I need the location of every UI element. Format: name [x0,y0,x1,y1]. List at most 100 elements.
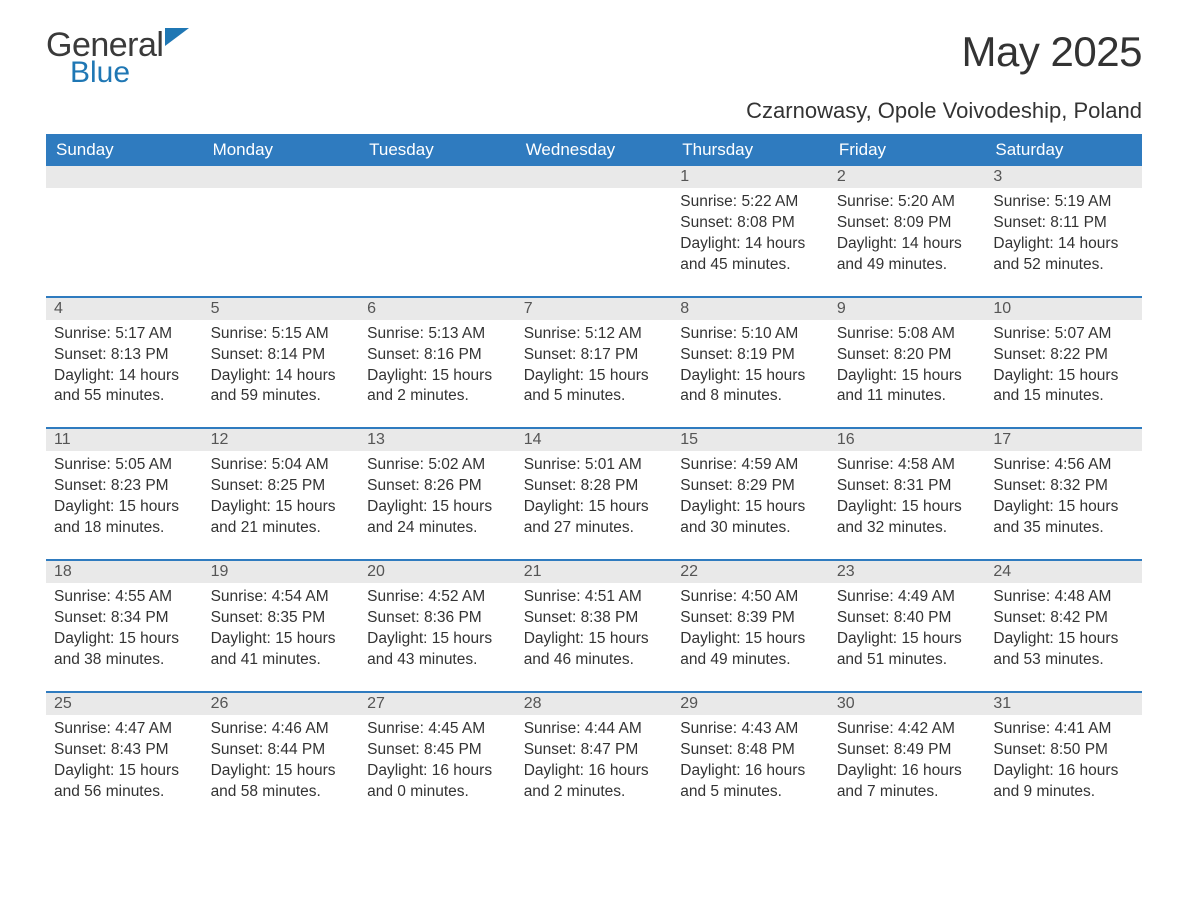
daylight-label: Daylight: [524,367,584,384]
sunset-value: 8:50 PM [1050,741,1108,758]
day-body: Sunrise: 5:10 AMSunset: 8:19 PMDaylight:… [672,320,829,428]
calendar-day-cell: 17Sunrise: 4:56 AMSunset: 8:32 PMDayligh… [985,428,1142,560]
calendar-day-cell: 19Sunrise: 4:54 AMSunset: 8:35 PMDayligh… [203,560,360,692]
sunset-value: 8:25 PM [267,477,325,494]
calendar-day-cell: 4Sunrise: 5:17 AMSunset: 8:13 PMDaylight… [46,297,203,429]
sunrise-label: Sunrise: [837,588,894,605]
sunrise-line: Sunrise: 5:15 AM [211,324,352,345]
calendar-day-cell: 30Sunrise: 4:42 AMSunset: 8:49 PMDayligh… [829,692,986,823]
calendar-header-row: SundayMondayTuesdayWednesdayThursdayFrid… [46,134,1142,166]
sunrise-value: 4:49 AM [898,588,955,605]
sunset-line: Sunset: 8:17 PM [524,345,665,366]
sunset-label: Sunset: [993,477,1046,494]
day-number: 3 [985,166,1142,188]
sunset-value: 8:22 PM [1050,346,1108,363]
daylight-line: Daylight: 14 hours and 45 minutes. [680,234,821,276]
daylight-label: Daylight: [367,762,427,779]
calendar-day-cell: 13Sunrise: 5:02 AMSunset: 8:26 PMDayligh… [359,428,516,560]
sunrise-value: 5:08 AM [898,325,955,342]
day-number: 8 [672,298,829,320]
calendar-day-cell: 6Sunrise: 5:13 AMSunset: 8:16 PMDaylight… [359,297,516,429]
sunset-label: Sunset: [524,609,577,626]
calendar-day-cell: 18Sunrise: 4:55 AMSunset: 8:34 PMDayligh… [46,560,203,692]
calendar-empty-cell [359,166,516,297]
daylight-label: Daylight: [993,367,1053,384]
sunrise-label: Sunrise: [524,720,581,737]
day-number: 9 [829,298,986,320]
sunset-value: 8:43 PM [111,741,169,758]
sunset-value: 8:40 PM [894,609,952,626]
calendar-day-cell: 7Sunrise: 5:12 AMSunset: 8:17 PMDaylight… [516,297,673,429]
sunrise-label: Sunrise: [211,325,268,342]
daylight-label: Daylight: [993,630,1053,647]
weekday-header: Thursday [672,134,829,166]
calendar-day-cell: 12Sunrise: 5:04 AMSunset: 8:25 PMDayligh… [203,428,360,560]
day-body: Sunrise: 4:47 AMSunset: 8:43 PMDaylight:… [46,715,203,823]
sunset-label: Sunset: [837,346,890,363]
day-number: 5 [203,298,360,320]
day-body: Sunrise: 4:55 AMSunset: 8:34 PMDaylight:… [46,583,203,691]
sunrise-label: Sunrise: [54,325,111,342]
daylight-line: Daylight: 15 hours and 35 minutes. [993,497,1134,539]
calendar-day-cell: 20Sunrise: 4:52 AMSunset: 8:36 PMDayligh… [359,560,516,692]
daylight-line: Daylight: 16 hours and 7 minutes. [837,761,978,803]
calendar-day-cell: 2Sunrise: 5:20 AMSunset: 8:09 PMDaylight… [829,166,986,297]
sunset-label: Sunset: [837,477,890,494]
sunset-value: 8:48 PM [737,741,795,758]
day-body-empty [359,188,516,278]
day-body: Sunrise: 4:58 AMSunset: 8:31 PMDaylight:… [829,451,986,559]
day-body: Sunrise: 4:49 AMSunset: 8:40 PMDaylight:… [829,583,986,691]
sunrise-line: Sunrise: 5:05 AM [54,455,195,476]
daylight-line: Daylight: 15 hours and 24 minutes. [367,497,508,539]
calendar-day-cell: 26Sunrise: 4:46 AMSunset: 8:44 PMDayligh… [203,692,360,823]
sunset-value: 8:23 PM [111,477,169,494]
daylight-line: Daylight: 15 hours and 43 minutes. [367,629,508,671]
sunset-label: Sunset: [211,346,264,363]
day-number: 13 [359,429,516,451]
weekday-header: Monday [203,134,360,166]
day-number: 6 [359,298,516,320]
daylight-line: Daylight: 15 hours and 21 minutes. [211,497,352,539]
day-body: Sunrise: 4:42 AMSunset: 8:49 PMDaylight:… [829,715,986,823]
sunrise-value: 5:07 AM [1055,325,1112,342]
sunrise-label: Sunrise: [54,456,111,473]
sunset-value: 8:36 PM [424,609,482,626]
calendar-week-row: 11Sunrise: 5:05 AMSunset: 8:23 PMDayligh… [46,428,1142,560]
sunrise-value: 5:05 AM [115,456,172,473]
calendar-table: SundayMondayTuesdayWednesdayThursdayFrid… [46,134,1142,822]
daylight-label: Daylight: [367,498,427,515]
calendar-day-cell: 25Sunrise: 4:47 AMSunset: 8:43 PMDayligh… [46,692,203,823]
sunset-value: 8:19 PM [737,346,795,363]
sunrise-label: Sunrise: [211,588,268,605]
sunset-label: Sunset: [211,477,264,494]
daylight-label: Daylight: [54,498,114,515]
day-number: 25 [46,693,203,715]
sunset-line: Sunset: 8:35 PM [211,608,352,629]
sunset-line: Sunset: 8:14 PM [211,345,352,366]
sunset-label: Sunset: [211,609,264,626]
sunset-label: Sunset: [524,477,577,494]
daylight-line: Daylight: 15 hours and 5 minutes. [524,366,665,408]
sunrise-label: Sunrise: [993,588,1050,605]
sunrise-line: Sunrise: 5:20 AM [837,192,978,213]
sunrise-line: Sunrise: 4:59 AM [680,455,821,476]
sunrise-line: Sunrise: 4:55 AM [54,587,195,608]
daylight-line: Daylight: 16 hours and 2 minutes. [524,761,665,803]
sunset-line: Sunset: 8:22 PM [993,345,1134,366]
daylight-line: Daylight: 15 hours and 49 minutes. [680,629,821,671]
sunrise-value: 5:22 AM [741,193,798,210]
daylight-line: Daylight: 16 hours and 0 minutes. [367,761,508,803]
daylight-label: Daylight: [993,762,1053,779]
day-number: 26 [203,693,360,715]
calendar-empty-cell [46,166,203,297]
sunrise-line: Sunrise: 4:44 AM [524,719,665,740]
sunset-label: Sunset: [54,609,107,626]
sunrise-label: Sunrise: [993,325,1050,342]
daylight-label: Daylight: [993,235,1053,252]
sunset-line: Sunset: 8:28 PM [524,476,665,497]
sunset-line: Sunset: 8:36 PM [367,608,508,629]
sunset-value: 8:45 PM [424,741,482,758]
daylight-label: Daylight: [680,762,740,779]
sunset-line: Sunset: 8:47 PM [524,740,665,761]
sunrise-label: Sunrise: [211,456,268,473]
